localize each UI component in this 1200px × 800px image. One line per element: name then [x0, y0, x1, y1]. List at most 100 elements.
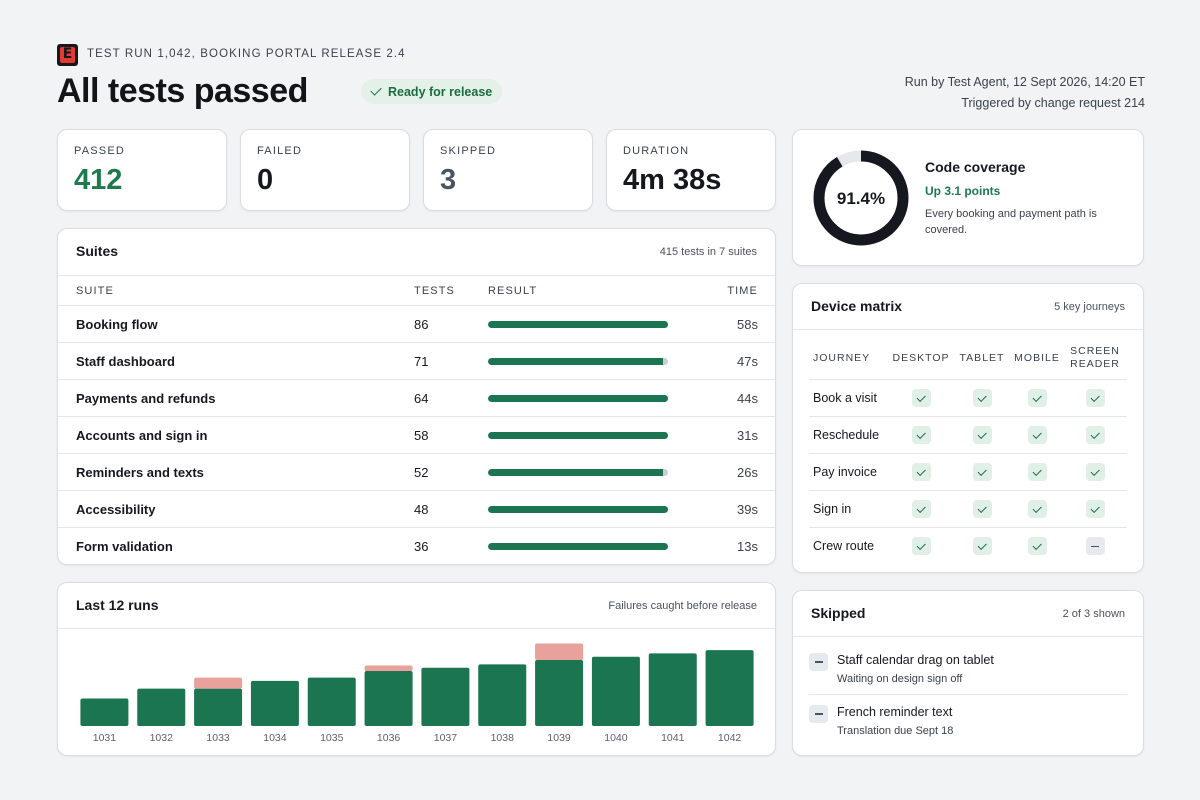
run-tick-label: 1033 [206, 732, 230, 744]
result-bar [488, 357, 668, 365]
suite-row[interactable]: Staff dashboard 71 47s [58, 342, 775, 380]
triggered-text: Triggered by change request 214 [961, 96, 1145, 110]
matrix-row: Reschedule [809, 416, 1127, 454]
device-matrix-table: JOURNEY DESKTOP TABLET MOBILE SCREEN REA… [809, 338, 1127, 564]
run-bar-failed [364, 665, 413, 671]
matrix-cell [953, 527, 1011, 564]
suites-title: Suites [76, 243, 119, 259]
release-status-label: Ready for release [388, 84, 493, 99]
suite-result [488, 342, 715, 380]
logo-letter: E [62, 46, 73, 62]
suite-result [488, 379, 715, 417]
run-bar-passed [137, 688, 186, 726]
runs-note: Failures caught before release [608, 600, 757, 612]
run-eyebrow: TEST RUN 1,042, BOOKING PORTAL RELEASE 2… [87, 48, 406, 60]
column-header-suite[interactable]: SUITE [58, 275, 414, 306]
runs-card: Last 12 runs Failures caught before rele… [57, 582, 776, 756]
column-header-tablet: TABLET [953, 338, 1011, 380]
check-icon [1027, 388, 1047, 407]
stat-card-passed: PASSED 412 [57, 129, 227, 211]
matrix-cell [889, 453, 953, 491]
suite-result [488, 528, 715, 565]
run-tick-label: 1038 [491, 732, 515, 744]
check-icon [972, 388, 992, 407]
column-header-time[interactable]: TIME [714, 275, 775, 306]
suite-time: 31s [714, 416, 775, 454]
suites-table: SUITE TESTS RESULT TIME Booking flow 86 58… [58, 275, 775, 565]
suite-row[interactable]: Form validation 36 13s [58, 528, 775, 565]
runs-title: Last 12 runs [76, 597, 159, 613]
run-bar-passed [421, 667, 470, 726]
skipped-item-reason: Translation due Sept 18 [837, 725, 954, 737]
suite-test-count: 52 [414, 453, 488, 491]
result-bar [488, 394, 668, 402]
run-bar-passed [591, 656, 640, 726]
run-tick-label: 1041 [661, 732, 685, 744]
device-matrix-card: Device matrix 5 key journeys JOURNEY DES… [792, 283, 1144, 573]
run-tick-label: 1037 [434, 732, 458, 744]
check-icon [1085, 425, 1105, 444]
suite-row[interactable]: Booking flow 86 58s [58, 305, 775, 343]
donut-arc [813, 150, 909, 246]
matrix-cell [1063, 453, 1127, 491]
skipped-item[interactable]: French reminder text Translation due Sep… [809, 703, 1127, 755]
skip-dash-icon [1085, 537, 1105, 556]
suite-name: Form validation [76, 538, 173, 554]
column-header-result[interactable]: RESULT [488, 275, 715, 306]
suite-name: Payments and refunds [58, 379, 414, 417]
check-icon [972, 499, 992, 518]
suite-row[interactable]: Reminders and texts 52 26s [58, 453, 775, 491]
suite-name: Staff dashboard [58, 342, 414, 380]
run-tick-label: 1034 [263, 732, 287, 744]
suite-row[interactable]: Accounts and sign in 58 31s [58, 416, 775, 454]
suite-name: Accounts and sign in [58, 416, 414, 454]
release-status-badge: Ready for release [361, 79, 503, 104]
run-bar-passed [535, 660, 584, 726]
device-matrix-title: Device matrix [811, 298, 903, 314]
suite-test-count: 71 [414, 342, 488, 380]
check-icon [911, 537, 931, 556]
coverage-title: Code coverage [925, 159, 1026, 175]
column-header-journey: JOURNEY [809, 338, 889, 380]
result-bar-fill [488, 505, 668, 513]
suite-row[interactable]: Accessibility 48 39s [58, 490, 775, 528]
device-matrix-note: 5 key journeys [1054, 301, 1125, 313]
run-bar-passed [478, 664, 527, 726]
suite-row[interactable]: Payments and refunds 64 44s [58, 379, 775, 417]
column-header-tests[interactable]: TESTS [414, 275, 488, 306]
suite-time: 13s [737, 538, 758, 554]
matrix-row: Sign in [809, 490, 1127, 528]
divider [793, 329, 1143, 330]
suite-time: 58s [714, 305, 775, 343]
stat-value: 3 [440, 164, 457, 196]
coverage-delta: Up 3.1 points [925, 184, 1001, 198]
run-bar-passed [648, 653, 697, 726]
suites-summary: 415 tests in 7 suites [659, 246, 757, 258]
check-icon [1085, 388, 1105, 407]
suite-test-count: 36 [414, 538, 429, 554]
result-bar-fill [488, 431, 668, 439]
suite-test-count: 86 [414, 305, 488, 343]
result-bar [488, 468, 668, 476]
suite-test-count: 64 [414, 379, 488, 417]
journey-name: Sign in [809, 490, 889, 528]
skipped-title: Skipped [811, 605, 866, 621]
coverage-card: 91.4% Code coverage Up 3.1 points Every … [792, 129, 1144, 266]
result-bar-fill [488, 320, 668, 328]
stat-value: 412 [74, 164, 123, 196]
coverage-value: 91.4% [837, 189, 885, 208]
matrix-cell [953, 416, 1011, 454]
check-icon [1085, 499, 1105, 518]
page-title: All tests passed [57, 72, 308, 110]
coverage-description: Every booking and payment path is covere… [925, 208, 1097, 236]
run-bar-passed [705, 650, 754, 726]
result-bar-fill [488, 542, 668, 550]
journey-name: Pay invoice [809, 453, 889, 491]
skipped-item-title: French reminder text [837, 705, 953, 719]
skip-dash-icon [809, 705, 828, 723]
stat-label: DURATION [623, 145, 690, 157]
run-tick-label: 1031 [93, 732, 117, 744]
check-icon [1027, 499, 1047, 518]
matrix-cell [1011, 453, 1063, 491]
skipped-item[interactable]: Staff calendar drag on tablet Waiting on… [809, 651, 1127, 703]
